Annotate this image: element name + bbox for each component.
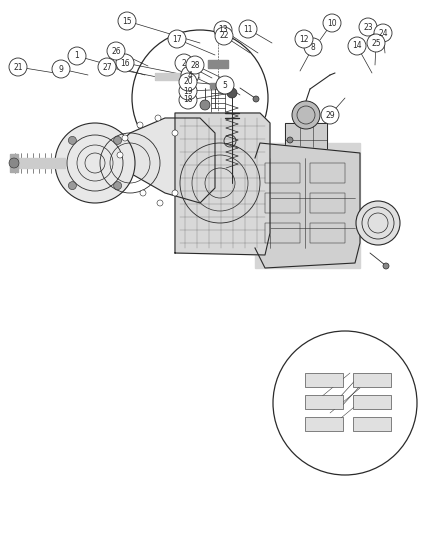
Circle shape <box>356 201 400 245</box>
Circle shape <box>168 30 186 48</box>
Text: 14: 14 <box>352 42 362 51</box>
Circle shape <box>113 136 122 144</box>
Circle shape <box>118 12 136 30</box>
Bar <box>265 163 300 183</box>
Text: 18: 18 <box>183 95 193 104</box>
Circle shape <box>98 58 116 76</box>
Circle shape <box>214 21 232 39</box>
Text: 29: 29 <box>325 110 335 119</box>
Text: 16: 16 <box>120 59 130 68</box>
Bar <box>305 373 343 387</box>
Bar <box>305 417 343 431</box>
Circle shape <box>367 34 385 52</box>
Text: 26: 26 <box>111 46 121 55</box>
Circle shape <box>287 137 293 143</box>
Text: 8: 8 <box>311 43 315 52</box>
Circle shape <box>155 115 161 121</box>
Bar <box>310 223 345 243</box>
Circle shape <box>175 54 193 72</box>
Text: 20: 20 <box>183 77 193 86</box>
Circle shape <box>116 54 134 72</box>
Polygon shape <box>255 143 360 268</box>
Circle shape <box>107 42 125 60</box>
Circle shape <box>172 190 178 196</box>
Circle shape <box>216 76 234 94</box>
Text: 11: 11 <box>243 25 253 34</box>
Text: 9: 9 <box>59 64 64 74</box>
Circle shape <box>117 152 123 158</box>
Text: 23: 23 <box>363 22 373 31</box>
Bar <box>310 163 345 183</box>
Bar <box>353 395 391 409</box>
Circle shape <box>304 38 322 56</box>
Polygon shape <box>285 123 327 163</box>
Circle shape <box>9 158 19 168</box>
Circle shape <box>374 24 392 42</box>
Circle shape <box>321 106 339 124</box>
Text: 5: 5 <box>223 80 227 90</box>
Polygon shape <box>255 143 360 268</box>
Bar <box>265 223 300 243</box>
Text: 25: 25 <box>371 38 381 47</box>
Circle shape <box>186 56 204 74</box>
Bar <box>353 373 391 387</box>
Circle shape <box>122 135 128 141</box>
Polygon shape <box>210 83 220 88</box>
Text: 1: 1 <box>74 52 79 61</box>
Circle shape <box>179 82 197 100</box>
Circle shape <box>9 58 27 76</box>
Circle shape <box>68 47 86 65</box>
Text: 22: 22 <box>219 31 229 41</box>
Circle shape <box>172 130 178 136</box>
Circle shape <box>323 14 341 32</box>
Polygon shape <box>10 154 18 172</box>
Polygon shape <box>155 73 195 80</box>
Circle shape <box>200 100 210 110</box>
Circle shape <box>239 20 257 38</box>
Polygon shape <box>175 113 270 255</box>
Polygon shape <box>10 158 65 168</box>
Text: 17: 17 <box>172 35 182 44</box>
Bar <box>265 193 300 213</box>
Text: 4: 4 <box>187 70 192 79</box>
Bar <box>353 417 391 431</box>
Circle shape <box>179 73 197 91</box>
Circle shape <box>137 122 143 128</box>
Text: 12: 12 <box>299 35 309 44</box>
Circle shape <box>295 30 313 48</box>
Bar <box>305 395 343 409</box>
Text: 2: 2 <box>182 59 187 68</box>
Circle shape <box>348 37 366 55</box>
Text: 27: 27 <box>102 62 112 71</box>
Circle shape <box>359 18 377 36</box>
Text: 21: 21 <box>13 62 23 71</box>
Circle shape <box>227 88 237 98</box>
Circle shape <box>253 96 259 102</box>
Circle shape <box>383 263 389 269</box>
Text: 24: 24 <box>378 28 388 37</box>
Circle shape <box>113 182 122 190</box>
Circle shape <box>181 66 199 84</box>
Text: 13: 13 <box>218 26 228 35</box>
Circle shape <box>215 27 233 45</box>
Polygon shape <box>115 118 215 203</box>
Circle shape <box>292 101 320 129</box>
Circle shape <box>179 91 197 109</box>
Polygon shape <box>208 60 228 68</box>
Circle shape <box>55 123 135 203</box>
Text: 19: 19 <box>183 86 193 95</box>
Bar <box>310 193 345 213</box>
Circle shape <box>157 200 163 206</box>
Circle shape <box>52 60 70 78</box>
Text: 15: 15 <box>122 17 132 26</box>
Text: 10: 10 <box>327 19 337 28</box>
Text: 28: 28 <box>190 61 200 69</box>
Circle shape <box>68 182 76 190</box>
Circle shape <box>68 136 76 144</box>
Circle shape <box>140 190 146 196</box>
